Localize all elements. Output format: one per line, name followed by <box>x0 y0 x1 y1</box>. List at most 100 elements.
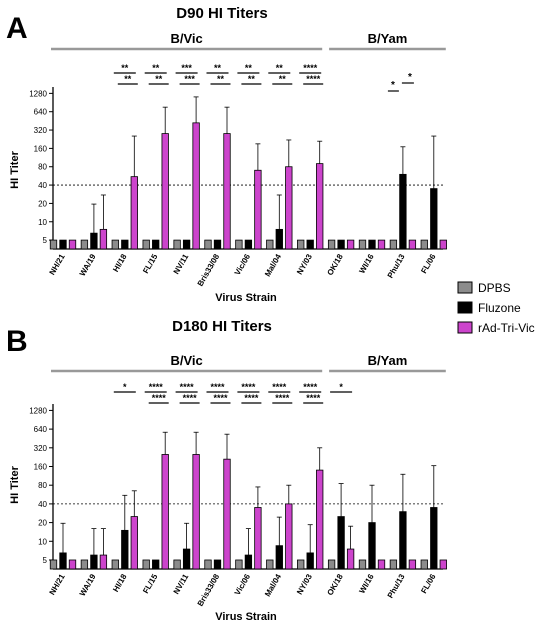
x-tick-label: Bris33/08 <box>196 252 222 288</box>
bar-dpbs <box>235 239 243 250</box>
x-tick-label: FL/15 <box>141 572 160 595</box>
y-tick-label: 640 <box>34 425 48 434</box>
bar-rad-tri-vic <box>285 503 293 570</box>
y-tick-label: 320 <box>34 126 48 135</box>
significance-label: ** <box>276 63 284 73</box>
bar-fluzone <box>90 232 98 250</box>
significance-label: ** <box>152 63 160 73</box>
bar-rad-tri-vic <box>408 559 417 570</box>
y-axis-label-b: HI Titer <box>9 465 21 503</box>
legend: DPBS Fluzone rAd-Tri-Vic <box>457 281 535 335</box>
bar-rad-tri-vic <box>99 228 108 250</box>
bar-rad-tri-vic <box>223 458 231 570</box>
y-tick-label: 1280 <box>29 406 47 415</box>
bar-fluzone <box>182 239 191 250</box>
significance-label: **** <box>183 393 198 403</box>
bar-dpbs <box>173 239 181 250</box>
bar-rad-tri-vic <box>408 239 417 250</box>
legend-label-dpbs: DPBS <box>478 281 511 295</box>
x-tick-label: NH/21 <box>48 252 67 277</box>
bar-rad-tri-vic <box>377 239 386 250</box>
group-label-0: B/Vic <box>170 353 202 368</box>
legend-label-rad-tri-vic: rAd-Tri-Vic <box>478 321 535 335</box>
y-axis-label-a: HI Titer <box>9 150 21 188</box>
x-tick-label: NV/11 <box>172 572 191 596</box>
bar-fluzone <box>337 516 345 570</box>
bar-fluzone <box>90 554 98 570</box>
significance-label: **** <box>149 382 164 392</box>
bar-rad-tri-vic <box>316 469 324 570</box>
significance-label: **** <box>180 382 195 392</box>
legend-item-dpbs: DPBS <box>457 281 511 295</box>
y-tick-label: 5 <box>43 236 48 245</box>
x-tick-label: Vic/06 <box>233 252 253 277</box>
significance-label: **** <box>213 393 228 403</box>
legend-swatch-dpbs <box>457 281 473 294</box>
bar-dpbs <box>49 239 58 250</box>
bar-rad-tri-vic <box>192 122 200 250</box>
bar-dpbs <box>80 559 89 570</box>
bar-dpbs <box>266 239 274 250</box>
bar-rad-tri-vic <box>377 559 386 570</box>
y-tick-label: 80 <box>38 481 47 490</box>
bar-rad-tri-vic <box>68 559 77 570</box>
plot-area-b: 5 10 20 40 80 160 320 640 1280 B/Vic B/Yam NH/21 WA/… <box>29 353 447 608</box>
bar-rad-tri-vic <box>346 239 355 250</box>
bar-dpbs <box>327 239 336 250</box>
panel-label-a: A <box>6 12 28 45</box>
y-tick-label: 40 <box>38 500 47 509</box>
bar-dpbs <box>389 559 398 570</box>
bar-dpbs <box>111 239 119 250</box>
bar-rad-tri-vic <box>346 548 355 570</box>
plot-area-a: 5 10 20 40 80 160 320 640 1280 B/Vic B/Yam NH/21 WA/… <box>29 31 447 288</box>
bar-dpbs <box>420 239 428 250</box>
y-tick-label: 1280 <box>29 89 47 98</box>
group-label-0: B/Vic <box>170 31 202 46</box>
x-tick-label: NY/03 <box>295 572 314 596</box>
significance-label: ** <box>214 63 222 73</box>
x-tick-label: WI/16 <box>357 572 376 595</box>
y-tick-label: 20 <box>38 519 47 528</box>
y-tick-label: 10 <box>38 218 47 227</box>
x-tick-label: NH/21 <box>48 572 67 597</box>
significance-label: ** <box>279 74 287 84</box>
significance-label: **** <box>272 382 287 392</box>
x-axis-label-a: Virus Strain <box>215 292 277 304</box>
bar-dpbs <box>389 239 398 250</box>
bar-dpbs <box>49 559 58 570</box>
legend-swatch-rad-tri-vic <box>457 321 473 334</box>
bar-rad-tri-vic <box>192 454 200 570</box>
significance-label: ** <box>124 74 132 84</box>
significance-label: **** <box>303 382 318 392</box>
y-tick-label: 10 <box>38 537 47 546</box>
group-label-1: B/Yam <box>368 353 408 368</box>
bar-fluzone <box>399 511 407 570</box>
bar-rad-tri-vic <box>161 454 169 570</box>
bar-dpbs <box>173 559 181 570</box>
bar-fluzone <box>59 239 67 250</box>
bar-dpbs <box>142 559 150 570</box>
bar-dpbs <box>235 559 243 570</box>
bar-fluzone <box>244 239 253 250</box>
x-tick-label: FL/06 <box>419 252 438 275</box>
x-tick-label: HI/18 <box>111 252 129 274</box>
bar-rad-tri-vic <box>254 507 262 570</box>
significance-label: * <box>339 382 343 392</box>
bar-fluzone <box>275 545 283 570</box>
significance-label: **** <box>152 393 167 403</box>
legend-item-fluzone: Fluzone <box>457 301 521 315</box>
significance-label: **** <box>303 63 318 73</box>
bar-fluzone <box>152 559 160 570</box>
panel-a: A D90 HI Titers HI Titer Virus Strain 5 1… <box>6 5 447 304</box>
chart-title-b: D180 HI Titers <box>172 318 272 335</box>
bar-rad-tri-vic <box>161 133 169 250</box>
significance-label: **** <box>275 393 290 403</box>
y-tick-label: 640 <box>34 108 48 117</box>
panel-label-b: B <box>6 325 28 358</box>
bar-fluzone <box>121 529 129 570</box>
x-tick-label: NY/03 <box>295 252 314 276</box>
bar-fluzone <box>368 239 376 250</box>
bar-rad-tri-vic <box>439 559 447 570</box>
bar-dpbs <box>420 559 428 570</box>
x-tick-label: Mal/04 <box>263 252 283 278</box>
